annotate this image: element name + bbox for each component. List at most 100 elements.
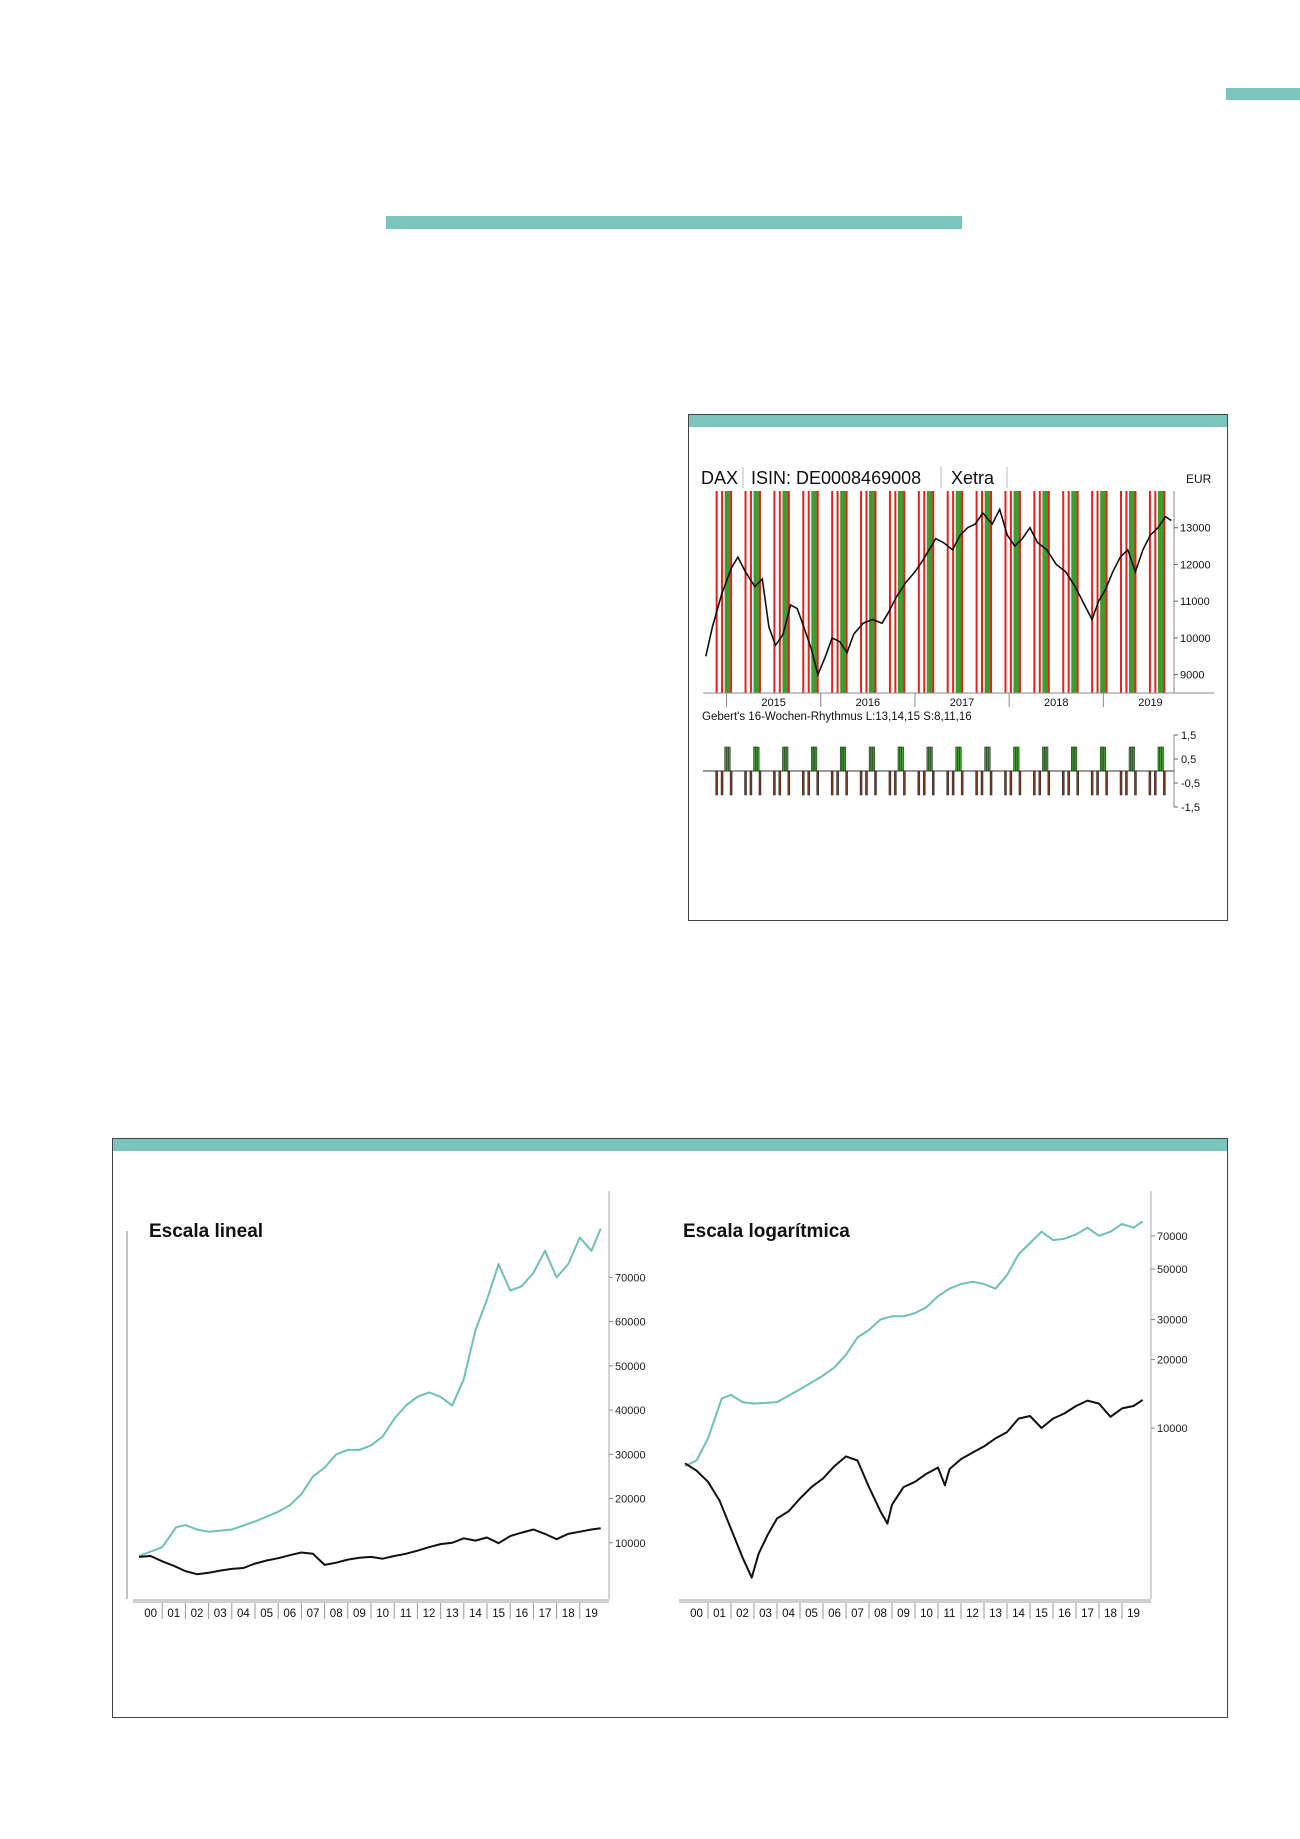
- accent-tab: [1226, 88, 1300, 100]
- y-tick-label: 30000: [615, 1449, 646, 1461]
- short-rhythm-band: [807, 491, 810, 693]
- indicator-long-bar: [814, 746, 818, 772]
- long-rhythm-band: [1073, 491, 1076, 693]
- dax-chart-panel: DAX ISIN: DE0008469008 Xetra EUR Gebert'…: [688, 414, 1228, 921]
- long-rhythm-band: [1159, 491, 1162, 693]
- indicator-short-bar: [975, 770, 978, 796]
- indicator-short-bar: [922, 770, 926, 796]
- indicator-y-tick-label: 1,5: [1181, 730, 1196, 742]
- x-year-label: 16: [1058, 1608, 1071, 1620]
- indicator-short-bar: [1062, 770, 1065, 796]
- long-rhythm-band: [1044, 491, 1047, 693]
- indicator-short-bar: [787, 770, 791, 796]
- x-year-label: 2018: [1044, 697, 1068, 709]
- indicator-short-bar: [980, 770, 984, 796]
- long-rhythm-band: [984, 491, 987, 693]
- indicator-label: Gebert's 16-Wochen-Rhythmus L:13,14,15 S…: [702, 711, 972, 723]
- x-year-label: 05: [260, 1608, 273, 1620]
- y-tick-label: 50000: [615, 1361, 646, 1373]
- indicator-short-bar: [888, 770, 892, 796]
- x-year-label: 18: [562, 1608, 575, 1620]
- long-rhythm-band: [782, 491, 785, 693]
- x-year-label: 15: [1035, 1608, 1048, 1620]
- long-rhythm-band: [813, 491, 816, 693]
- x-year-label: 2017: [950, 697, 974, 709]
- long-rhythm-band: [869, 491, 872, 693]
- indicator-short-bar: [1076, 770, 1079, 796]
- y-tick-label: 10000: [1157, 1423, 1188, 1435]
- indicator-short-bar: [773, 770, 776, 796]
- long-rhythm-band: [872, 491, 875, 693]
- x-year-label: 07: [851, 1608, 864, 1620]
- short-rhythm-band: [1018, 491, 1021, 693]
- long-rhythm-band: [955, 491, 958, 693]
- indicator-short-bar: [1096, 770, 1099, 796]
- x-year-label: 00: [690, 1608, 703, 1620]
- x-year-label: 2019: [1138, 697, 1162, 709]
- teal-series-line: [138, 1228, 602, 1557]
- indicator-long-bar: [1103, 746, 1107, 772]
- long-rhythm-band: [1042, 491, 1045, 693]
- indicator-short-bar: [1047, 770, 1051, 796]
- x-year-label: 09: [897, 1608, 910, 1620]
- short-rhythm-band: [778, 491, 781, 693]
- short-rhythm-band: [990, 491, 993, 693]
- x-year-label: 04: [782, 1608, 795, 1620]
- long-rhythm-band: [1071, 491, 1074, 693]
- long-rhythm-band: [1046, 491, 1049, 693]
- short-rhythm-band: [860, 491, 863, 693]
- x-year-label: 01: [167, 1608, 180, 1620]
- x-year-label: 16: [515, 1608, 528, 1620]
- x-year-label: 10: [376, 1608, 389, 1620]
- x-year-label: 18: [1104, 1608, 1117, 1620]
- x-year-label: 15: [492, 1608, 505, 1620]
- short-rhythm-band: [865, 491, 868, 693]
- indicator-short-bar: [802, 770, 805, 796]
- long-rhythm-band: [728, 491, 731, 693]
- indicator-short-bar: [1134, 770, 1137, 796]
- x-axis-strip: [679, 1599, 1151, 1603]
- short-rhythm-band: [831, 491, 834, 693]
- long-rhythm-band: [899, 491, 902, 693]
- long-rhythm-band: [811, 491, 814, 693]
- dax-title: DAX: [701, 468, 738, 488]
- indicator-short-bar: [1148, 770, 1152, 796]
- indicator-short-bar: [1004, 770, 1007, 796]
- short-rhythm-band: [758, 491, 761, 693]
- short-rhythm-band: [1105, 491, 1108, 693]
- long-rhythm-band: [726, 491, 729, 693]
- indicator-short-bar: [758, 770, 762, 796]
- short-rhythm-band: [1125, 491, 1128, 693]
- x-year-label: 02: [191, 1608, 204, 1620]
- long-rhythm-band: [986, 491, 989, 693]
- indicator-short-bar: [865, 770, 868, 796]
- indicator-short-bar: [749, 770, 753, 796]
- short-rhythm-band: [1033, 491, 1036, 693]
- dax-chart: DAX ISIN: DE0008469008 Xetra EUR Gebert'…: [701, 467, 1214, 814]
- black-series-line: [684, 1399, 1144, 1579]
- short-rhythm-band: [802, 491, 805, 693]
- long-rhythm-band: [1017, 491, 1020, 693]
- black-series-line: [138, 1527, 601, 1576]
- indicator-short-bar: [1009, 770, 1013, 796]
- long-rhythm-band: [842, 491, 845, 693]
- short-rhythm-band: [845, 491, 848, 693]
- indicator-short-bar: [778, 770, 782, 796]
- y-tick-label: 70000: [615, 1272, 646, 1284]
- indicator-short-bar: [836, 770, 839, 796]
- x-year-label: 05: [805, 1608, 818, 1620]
- short-rhythm-band: [1038, 491, 1041, 693]
- panel-header-bar: [113, 1139, 1227, 1151]
- short-rhythm-band: [917, 491, 920, 693]
- indicator-long-bar: [1132, 746, 1135, 772]
- short-rhythm-band: [1096, 491, 1099, 693]
- x-year-label: 01: [713, 1608, 726, 1620]
- indicator-short-bar: [1090, 770, 1094, 796]
- indicator-short-bar: [946, 770, 949, 796]
- long-rhythm-band: [755, 491, 758, 693]
- x-year-label: 06: [283, 1608, 296, 1620]
- long-rhythm-band: [1132, 491, 1135, 693]
- indicator-short-bar: [1163, 770, 1166, 796]
- y-tick-label: 12000: [1180, 559, 1211, 571]
- dax-isin: ISIN: DE0008469008: [751, 468, 921, 488]
